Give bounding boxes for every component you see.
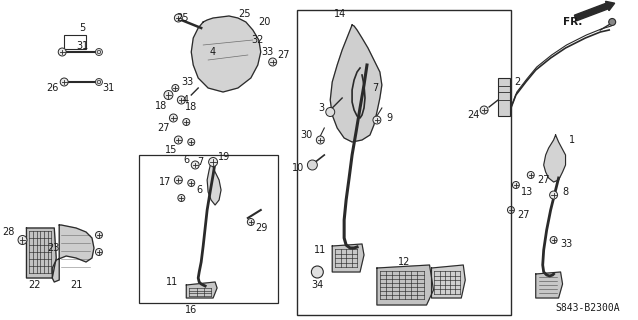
Circle shape — [18, 236, 27, 244]
Text: 34: 34 — [311, 280, 323, 290]
Text: 18: 18 — [156, 101, 168, 111]
Text: 15: 15 — [165, 145, 177, 155]
FancyArrow shape — [574, 1, 614, 21]
Circle shape — [248, 219, 255, 226]
Text: 25: 25 — [239, 9, 251, 19]
Text: 27: 27 — [538, 175, 550, 185]
Text: 3: 3 — [318, 103, 324, 113]
Text: 20: 20 — [258, 17, 270, 27]
Text: 23: 23 — [47, 243, 59, 253]
Circle shape — [174, 176, 182, 184]
Circle shape — [311, 266, 323, 278]
Text: 28: 28 — [2, 227, 15, 237]
Circle shape — [308, 160, 317, 170]
Circle shape — [550, 191, 558, 199]
Polygon shape — [191, 16, 261, 92]
Circle shape — [316, 136, 324, 144]
Circle shape — [191, 161, 199, 169]
Text: 14: 14 — [334, 9, 346, 19]
Text: 25: 25 — [176, 13, 188, 23]
Text: 31: 31 — [102, 83, 114, 93]
Circle shape — [170, 114, 177, 122]
Text: 33: 33 — [181, 77, 193, 87]
Polygon shape — [544, 135, 565, 182]
Text: 4: 4 — [182, 95, 188, 105]
Circle shape — [507, 206, 514, 213]
Polygon shape — [330, 25, 382, 142]
Text: 26: 26 — [46, 83, 59, 93]
Polygon shape — [536, 272, 563, 298]
Circle shape — [512, 181, 519, 188]
Text: 7: 7 — [372, 83, 378, 93]
Text: 6: 6 — [183, 155, 189, 165]
Circle shape — [188, 139, 195, 146]
Circle shape — [269, 58, 277, 66]
Text: 33: 33 — [561, 239, 573, 249]
Text: 9: 9 — [387, 113, 393, 123]
Circle shape — [528, 172, 534, 179]
Bar — [138, 155, 278, 303]
Text: FR.: FR. — [563, 17, 582, 27]
Text: 6: 6 — [197, 185, 202, 195]
Text: 27: 27 — [157, 123, 170, 133]
Text: S843-B2300A: S843-B2300A — [556, 303, 620, 313]
Text: 29: 29 — [255, 223, 267, 233]
Text: 24: 24 — [467, 110, 479, 120]
Text: 4: 4 — [210, 47, 216, 57]
Circle shape — [174, 136, 182, 144]
Circle shape — [96, 78, 103, 85]
Circle shape — [58, 48, 66, 56]
Text: 11: 11 — [314, 245, 327, 255]
Circle shape — [609, 19, 616, 26]
Text: 31: 31 — [76, 41, 88, 51]
Circle shape — [60, 78, 68, 86]
Circle shape — [209, 157, 218, 166]
Text: 27: 27 — [517, 210, 530, 220]
Circle shape — [178, 195, 185, 202]
Text: 19: 19 — [218, 152, 230, 162]
Text: 11: 11 — [166, 277, 179, 287]
Text: 17: 17 — [159, 177, 172, 187]
Circle shape — [164, 91, 173, 100]
Text: 12: 12 — [397, 257, 410, 267]
Circle shape — [183, 118, 189, 125]
Circle shape — [96, 249, 103, 255]
Polygon shape — [26, 228, 56, 278]
Circle shape — [177, 96, 185, 104]
Text: 8: 8 — [563, 187, 568, 197]
Text: 10: 10 — [292, 163, 304, 173]
Circle shape — [480, 106, 488, 114]
Circle shape — [188, 180, 195, 187]
Polygon shape — [377, 265, 433, 305]
Text: 1: 1 — [568, 135, 575, 145]
Text: 33: 33 — [262, 47, 274, 57]
Text: 21: 21 — [70, 280, 82, 290]
Circle shape — [96, 49, 103, 55]
Polygon shape — [186, 282, 217, 298]
Text: 13: 13 — [521, 187, 533, 197]
Circle shape — [96, 231, 103, 238]
Circle shape — [174, 14, 182, 22]
Circle shape — [373, 116, 381, 124]
Text: 30: 30 — [300, 130, 313, 140]
Text: 22: 22 — [28, 280, 41, 290]
Text: 27: 27 — [278, 50, 290, 60]
Polygon shape — [52, 225, 94, 282]
Circle shape — [172, 84, 179, 92]
Text: 32: 32 — [251, 35, 263, 45]
Text: 5: 5 — [79, 23, 85, 33]
Polygon shape — [332, 244, 364, 272]
Polygon shape — [207, 162, 221, 205]
Text: 16: 16 — [185, 305, 197, 315]
Text: 2: 2 — [514, 77, 520, 87]
Polygon shape — [431, 265, 465, 298]
Text: 18: 18 — [185, 102, 198, 112]
Circle shape — [326, 108, 335, 116]
Bar — [498, 78, 510, 116]
Text: 7: 7 — [197, 157, 203, 167]
Bar — [297, 10, 511, 315]
Circle shape — [550, 236, 557, 244]
Bar — [64, 35, 86, 49]
